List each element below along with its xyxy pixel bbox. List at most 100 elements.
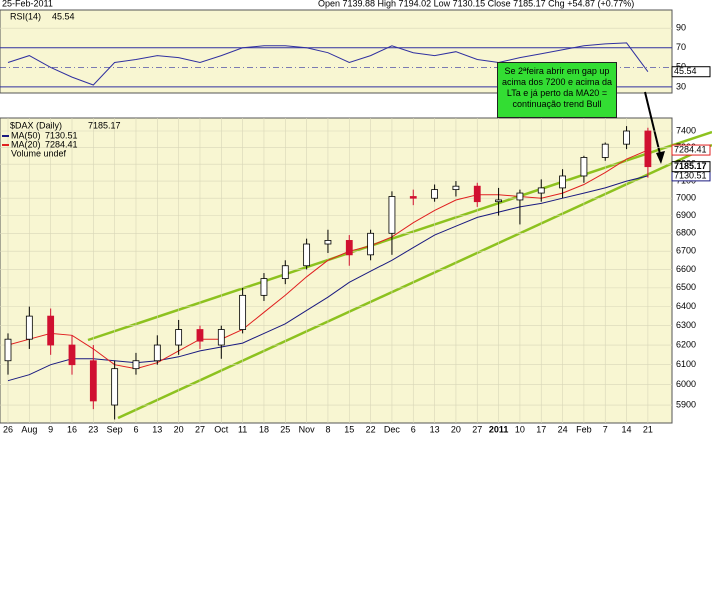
- x-tick-label: 27: [472, 424, 482, 434]
- y-tick-label: 7400: [676, 125, 696, 135]
- candle-body: [260, 278, 268, 296]
- x-tick-label: 20: [451, 424, 461, 434]
- arrow-head: [656, 151, 665, 164]
- x-tick-label: Sep: [107, 424, 123, 434]
- x-tick-label: 17: [536, 424, 546, 434]
- legend-name: MA(50): [11, 130, 41, 140]
- legend-value: 45.54: [52, 11, 75, 21]
- x-tick-label: Nov: [299, 424, 316, 434]
- candle-body: [644, 130, 652, 168]
- candle-body: [303, 243, 311, 267]
- x-tick-label: Oct: [214, 424, 229, 434]
- rsi-line: [7, 42, 649, 86]
- candle-body: [217, 329, 225, 346]
- candle-body: [345, 240, 353, 256]
- candle-body: [367, 232, 375, 256]
- candle-body: [25, 315, 33, 340]
- legend-title: $DAX (Daily): [10, 120, 62, 130]
- candle-body: [601, 143, 609, 158]
- x-tick-label: 13: [430, 424, 440, 434]
- price-box-label: 7130.51: [674, 170, 707, 180]
- legend-value: 7284.41: [45, 139, 78, 149]
- candle-body: [153, 344, 161, 362]
- candle-body: [175, 329, 183, 346]
- candle-body: [89, 360, 97, 402]
- y-tick-label: 6500: [676, 282, 696, 292]
- candle-body: [68, 344, 76, 366]
- y-tick-label: 6100: [676, 359, 696, 369]
- x-tick-label: Dec: [384, 424, 401, 434]
- x-tick-label: 7: [603, 424, 608, 434]
- x-tick-label: 14: [622, 424, 632, 434]
- candle-body: [495, 199, 502, 203]
- x-tick-label: 21: [643, 424, 653, 434]
- x-tick-label: 15: [344, 424, 354, 434]
- arrow: [644, 91, 662, 159]
- candle-body: [111, 368, 119, 406]
- y-tick-label: 6400: [676, 301, 696, 311]
- candle-body: [132, 360, 140, 370]
- candle-body: [537, 187, 545, 194]
- legend-name: MA(20): [11, 139, 41, 149]
- candle-body: [324, 240, 332, 245]
- ma-line: [7, 175, 649, 382]
- value-box-label: 45.54: [674, 66, 697, 76]
- y-tick-label: 6900: [676, 210, 696, 220]
- candle-body: [516, 192, 524, 201]
- candle-body: [623, 130, 630, 145]
- x-tick-label: Feb: [576, 424, 592, 434]
- x-tick-label: Aug: [21, 424, 37, 434]
- price-box: [671, 144, 711, 156]
- legend-volume: Volume undef: [11, 148, 67, 158]
- price-box: [671, 161, 711, 173]
- x-tick-label: 13: [152, 424, 162, 434]
- y-tick-label: 70: [676, 42, 686, 52]
- legend-value: 7185.17: [88, 120, 121, 130]
- candle-body: [4, 338, 12, 362]
- legend-value: 7130.51: [45, 130, 78, 140]
- x-tick-label: 9: [48, 424, 53, 434]
- candle-body: [239, 294, 247, 330]
- candle-body: [473, 185, 481, 203]
- y-tick-label: 6600: [676, 264, 696, 274]
- price-box-label: 7284.41: [674, 144, 707, 154]
- y-tick-label: 6200: [676, 339, 696, 349]
- x-tick-label: 24: [558, 424, 568, 434]
- y-tick-label: 30: [676, 81, 686, 91]
- candle-body: [196, 329, 204, 342]
- y-tick-label: 6700: [676, 246, 696, 256]
- x-tick-label: 2011: [489, 424, 509, 434]
- x-tick-label: 22: [366, 424, 376, 434]
- candle-body: [409, 196, 417, 199]
- price-box-label: 7185.17: [674, 161, 707, 171]
- price-panel: [0, 117, 673, 424]
- x-tick-label: 16: [67, 424, 77, 434]
- y-tick-label: 6300: [676, 320, 696, 330]
- y-tick-label: 90: [676, 23, 686, 33]
- quote: Open 7139.88 High 7194.02 Low 7130.15 Cl…: [318, 0, 634, 8]
- channel-upper: [87, 130, 712, 342]
- y-tick-label: 7000: [676, 193, 696, 203]
- date: 25-Feb-2011: [2, 0, 53, 8]
- x-tick-label: 11: [238, 424, 247, 434]
- x-tick-label: 6: [411, 424, 416, 434]
- candle-body: [580, 157, 588, 177]
- legend-title: RSI(14): [10, 11, 41, 21]
- value-box: [671, 66, 711, 78]
- y-tick-label: 6000: [676, 379, 696, 389]
- candle-body: [47, 315, 55, 346]
- x-tick-label: 26: [3, 424, 13, 434]
- y-tick-label: 5900: [676, 399, 696, 409]
- candle-body: [431, 189, 439, 199]
- candle-body: [388, 196, 396, 234]
- x-tick-label: 20: [174, 424, 184, 434]
- x-tick-label: 6: [133, 424, 138, 434]
- x-tick-label: 10: [515, 424, 525, 434]
- x-tick-label: 23: [88, 424, 98, 434]
- channel-lower: [117, 143, 712, 420]
- x-tick-label: 25: [280, 424, 290, 434]
- candle-body: [559, 175, 566, 189]
- x-tick-label: 27: [195, 424, 205, 434]
